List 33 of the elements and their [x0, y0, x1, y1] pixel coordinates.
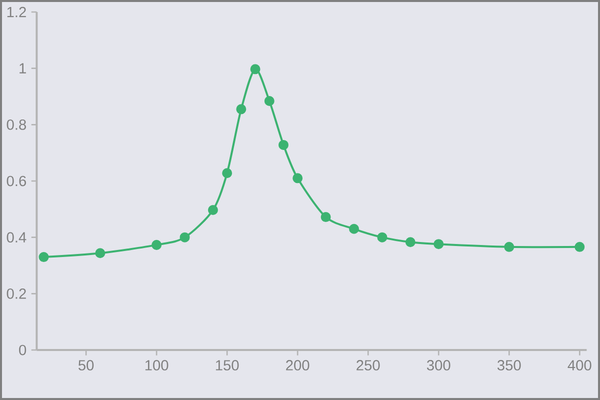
point — [292, 173, 303, 184]
y-tick-label: 0.8 — [6, 119, 26, 130]
point — [152, 240, 162, 250]
point — [504, 242, 514, 252]
point — [208, 205, 218, 216]
y-tick-label: 0.6 — [6, 176, 26, 186]
point — [320, 212, 331, 222]
point — [236, 104, 246, 114]
point — [278, 140, 288, 150]
x-tick-label: 300 — [426, 360, 450, 370]
x-tick-label: 250 — [356, 360, 380, 370]
x-tick-label: 150 — [216, 360, 239, 370]
x-tick-label: 200 — [286, 360, 310, 370]
point — [405, 237, 416, 248]
point — [222, 168, 232, 178]
x-tick-label: 50 — [78, 360, 94, 370]
y-tick-label: 1.2 — [7, 6, 26, 18]
point — [349, 224, 360, 234]
point — [434, 239, 444, 250]
x-tick-label: 350 — [497, 360, 521, 370]
point — [180, 232, 190, 242]
y-tick-label: 0 — [19, 344, 26, 356]
point — [264, 96, 274, 106]
y-tick-label: 1 — [20, 63, 26, 74]
x-tick-label: 100 — [145, 360, 168, 370]
point — [95, 248, 106, 258]
point — [38, 252, 49, 262]
point — [250, 64, 260, 74]
point — [574, 242, 585, 252]
x-tick-label: 400 — [568, 360, 592, 370]
y-tick-label: 0.4 — [6, 232, 26, 243]
y-tick-label: 0.2 — [6, 288, 26, 299]
point — [377, 232, 388, 242]
